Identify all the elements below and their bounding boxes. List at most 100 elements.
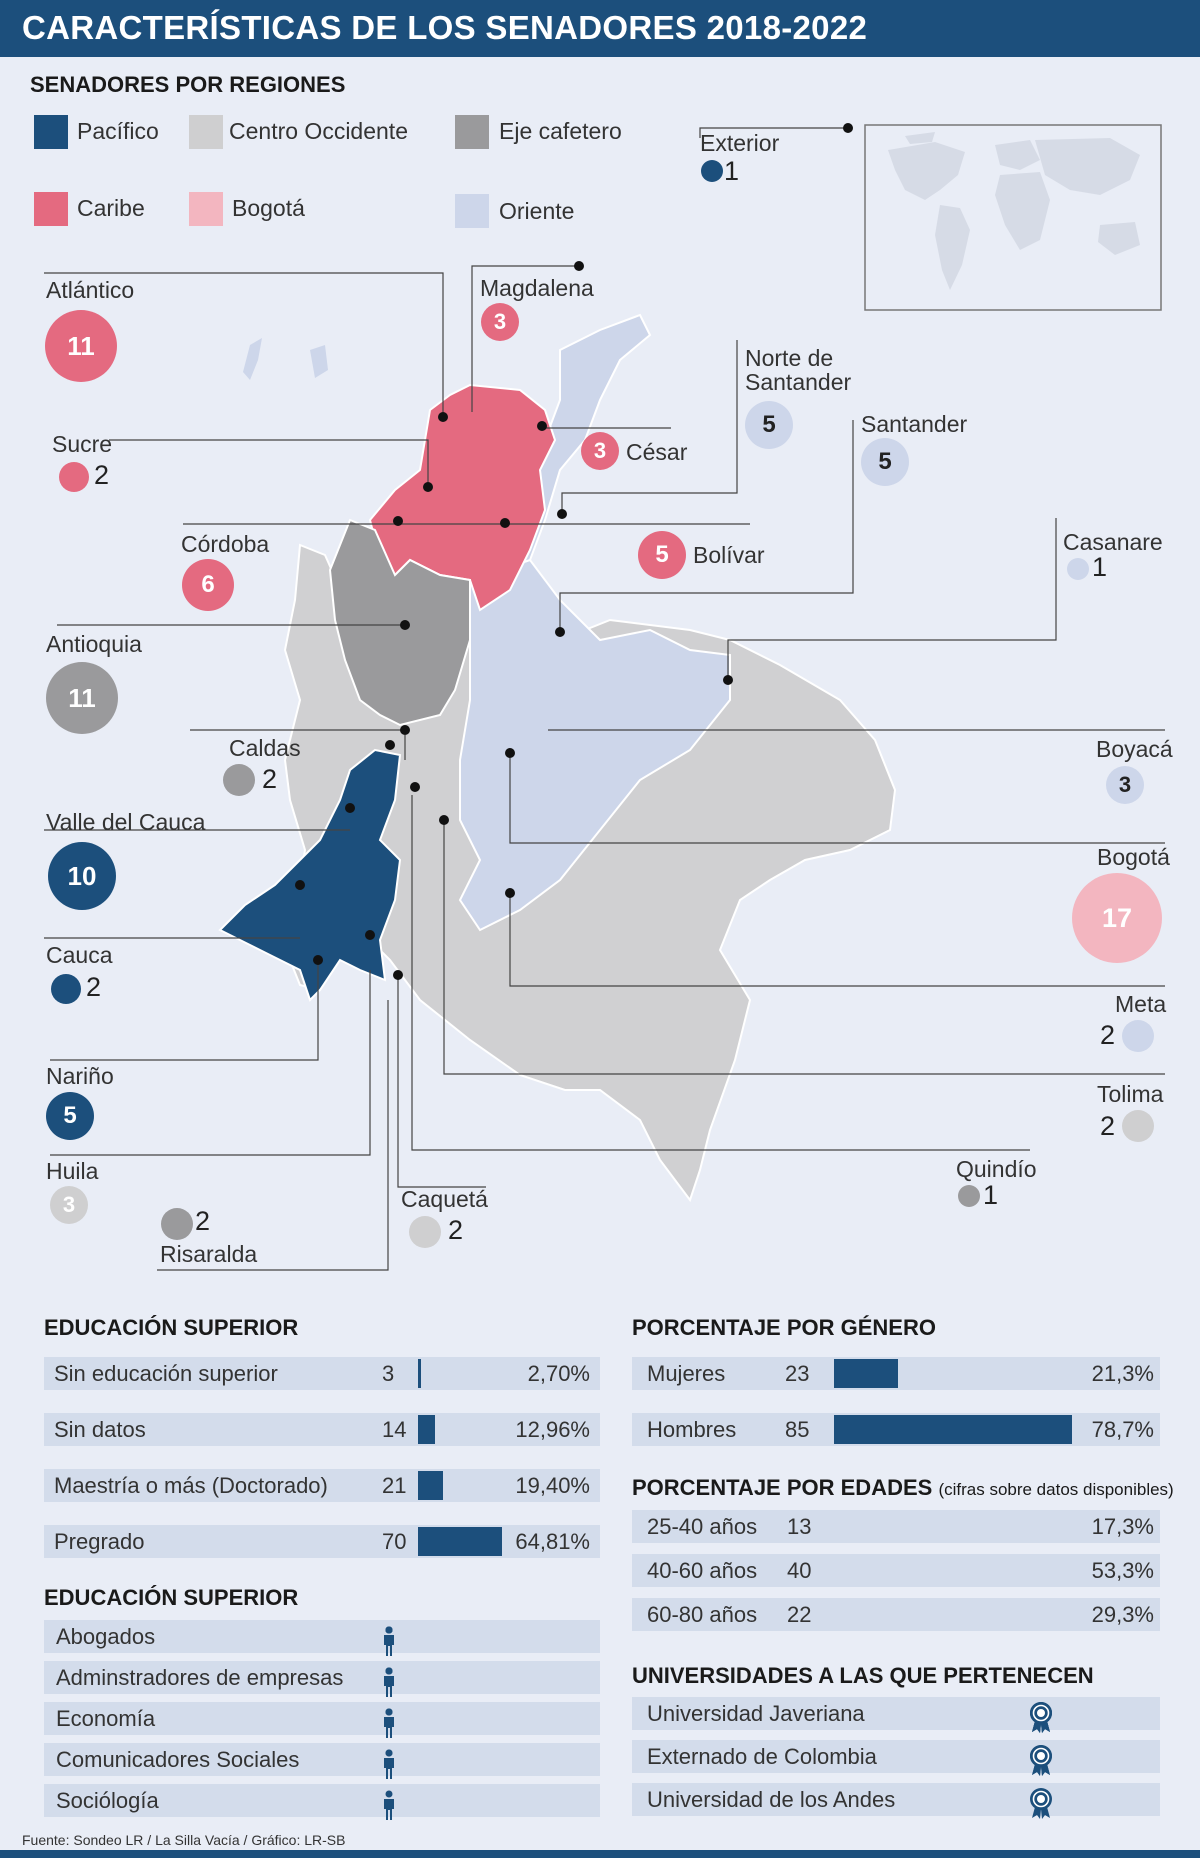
- education-row-label: Sin educación superior: [54, 1361, 278, 1386]
- casanare-circle: [1067, 558, 1089, 580]
- education-row-bar: [418, 1359, 422, 1388]
- exterior-circle: [701, 160, 723, 182]
- santander-circle: 5: [861, 438, 909, 486]
- gender-row-count: 85: [785, 1417, 810, 1442]
- huila-circle: 3: [50, 1186, 88, 1224]
- profession-row: Abogados: [44, 1620, 600, 1656]
- university-row-label: Universidad Javeriana: [647, 1701, 865, 1726]
- leader-lines: [44, 127, 1165, 1271]
- tolima-dot: [439, 815, 449, 825]
- risaralda-label: Risaralda: [160, 1241, 258, 1267]
- norte-santander-label: Norte de Santander: [745, 345, 852, 395]
- sucre-dot: [423, 482, 433, 492]
- medal-icon: [1027, 1787, 1055, 1825]
- risaralda-circle: [161, 1208, 193, 1240]
- gender-row: Hombres 85 78,7%: [632, 1413, 1160, 1446]
- education-row-bar: [418, 1415, 435, 1444]
- caqueta-value: 2: [448, 1215, 464, 1245]
- medal-icon: [1027, 1701, 1055, 1739]
- profession-row-label: Economía: [56, 1706, 156, 1731]
- university-row-label: Universidad de los Andes: [647, 1787, 896, 1812]
- age-row-label: 25-40 años: [647, 1514, 758, 1539]
- bolivar-dot: [500, 518, 510, 528]
- valle-label: Valle del Cauca: [46, 809, 206, 835]
- caldas-circle: [223, 764, 255, 796]
- education-row: Pregrado 70 64,81%: [44, 1525, 600, 1558]
- education-row-pct: 64,81%: [515, 1529, 590, 1554]
- boyaca-label: Boyacá: [1096, 736, 1173, 762]
- education-row-pct: 19,40%: [515, 1473, 590, 1498]
- magdalena-dot: [574, 261, 584, 271]
- education-row-pct: 2,70%: [527, 1361, 590, 1386]
- medal-icon: [1027, 1744, 1055, 1782]
- legend-swatch-oriente: [455, 194, 489, 228]
- education-row-bar: [418, 1471, 444, 1500]
- education-row-label: Maestría o más (Doctorado): [54, 1473, 328, 1498]
- universities-heading: UNIVERSIDADES A LAS QUE PERTENECEN: [632, 1663, 1094, 1688]
- person-icon: [382, 1626, 396, 1662]
- caldas-dot: [400, 725, 410, 735]
- cordoba-dot: [393, 516, 403, 526]
- gender-row-label: Mujeres: [647, 1361, 726, 1386]
- education-row-count: 3: [382, 1361, 395, 1386]
- meta-dot: [505, 888, 515, 898]
- person-icon: [382, 1790, 396, 1826]
- university-row: Externado de Colombia: [632, 1740, 1160, 1776]
- santander-label: Santander: [861, 411, 968, 437]
- exterior-dot: [843, 123, 853, 133]
- meta-label: Meta: [1115, 991, 1167, 1017]
- profession-row: Economía: [44, 1702, 600, 1738]
- quindio-circle: [958, 1185, 980, 1207]
- valle-dot: [345, 803, 355, 813]
- legend-swatch-pacifico: [34, 115, 68, 149]
- cesar-dot: [537, 421, 547, 431]
- education-row-count: 21: [382, 1473, 407, 1498]
- narino-dot: [313, 955, 323, 965]
- age-row-count: 22: [787, 1602, 812, 1627]
- atlantico-circle: 11: [45, 310, 117, 382]
- age-row-pct: 17,3%: [1091, 1514, 1154, 1539]
- casanare-value: 1: [1092, 552, 1108, 582]
- antioquia-circle: 11: [46, 662, 118, 734]
- colombia-map: [44, 124, 1165, 1271]
- exterior-value: 1: [724, 156, 740, 186]
- footer-bar: [0, 1850, 1200, 1858]
- cauca-circle: [51, 974, 81, 1004]
- caqueta-circle: [409, 1216, 441, 1248]
- person-icon: [382, 1749, 396, 1785]
- legend-swatch-caribe: [34, 192, 68, 226]
- education-row-bar: [418, 1527, 502, 1556]
- gender-row-bar: [834, 1415, 1072, 1444]
- sucre-label: Sucre: [52, 431, 113, 457]
- cauca-dot: [295, 880, 305, 890]
- caldas-label: Caldas: [229, 735, 301, 761]
- quindio-label: Quindío: [956, 1156, 1037, 1182]
- sucre-value: 2: [94, 460, 110, 490]
- profession-row: Adminstradores de empresas: [44, 1661, 600, 1697]
- ages-heading: PORCENTAJE POR EDADES: [632, 1475, 933, 1500]
- gender-row-label: Hombres: [647, 1417, 737, 1442]
- legend-label-caribe: Caribe: [77, 195, 145, 221]
- world-map-continents: [888, 132, 1140, 290]
- education-row-pct: 12,96%: [515, 1417, 590, 1442]
- age-row-label: 40-60 años: [647, 1558, 758, 1583]
- legend-swatch-eje-cafetero: [455, 115, 489, 149]
- profession-row-label: Adminstradores de empresas: [56, 1665, 344, 1690]
- gender-heading: PORCENTAJE POR GÉNERO: [632, 1315, 936, 1340]
- atlantico-label: Atlántico: [46, 277, 135, 303]
- legend-label-centro-occidente: Centro Occidente: [229, 118, 408, 144]
- atlantico-dot: [438, 412, 448, 422]
- gender-row-pct: 78,7%: [1091, 1417, 1154, 1442]
- tolima-circle: [1122, 1110, 1154, 1142]
- bogota-label: Bogotá: [1097, 844, 1170, 870]
- age-row: 60-80 años 22 29,3%: [632, 1598, 1160, 1631]
- age-row: 25-40 años 13 17,3%: [632, 1510, 1160, 1543]
- huila-label: Huila: [46, 1158, 99, 1184]
- profession-row-label: Sociólogía: [56, 1788, 159, 1813]
- education-row-label: Sin datos: [54, 1417, 146, 1442]
- meta-value: 2: [1100, 1020, 1116, 1050]
- legend-swatch-bogota: [189, 192, 223, 226]
- legend-label-bogota: Bogotá: [232, 195, 305, 221]
- casanare-label: Casanare: [1063, 529, 1163, 555]
- cordoba-label: Córdoba: [181, 531, 270, 557]
